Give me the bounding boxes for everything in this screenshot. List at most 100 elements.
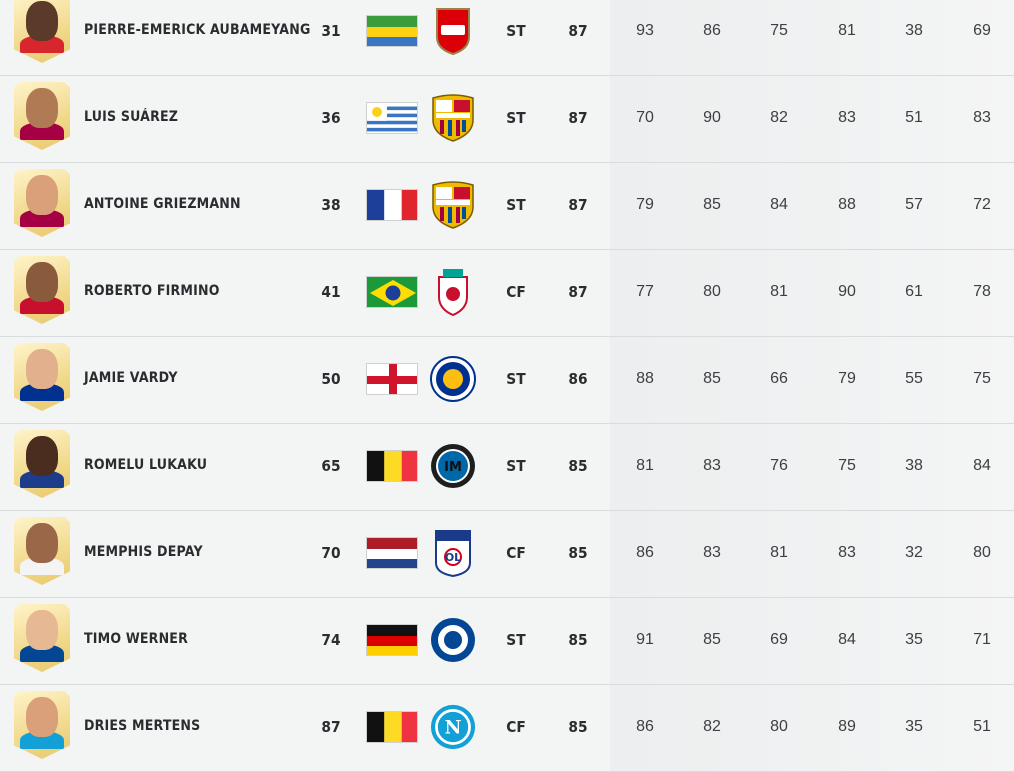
player-stat: 83: [703, 544, 721, 561]
player-position: ST: [506, 631, 526, 649]
player-card-image: [14, 604, 70, 672]
player-stat: 75: [838, 457, 856, 474]
player-stat: 57: [905, 196, 923, 213]
player-stat: 79: [838, 370, 856, 387]
player-stat: 91: [636, 631, 654, 648]
player-stat: 83: [838, 544, 856, 561]
player-stat: 81: [838, 22, 856, 39]
nation-flag-icon: [366, 15, 418, 47]
player-name[interactable]: MEMPHIS DEPAY: [84, 544, 203, 560]
player-stat: 38: [905, 457, 923, 474]
player-card-image: [14, 0, 70, 63]
player-position: ST: [506, 22, 526, 40]
player-stat: 88: [636, 370, 654, 387]
player-card-image: [14, 169, 70, 237]
player-stat: 88: [838, 196, 856, 213]
player-stat: 69: [973, 22, 991, 39]
player-row[interactable]: ROMELU LUKAKU 65 IM ST 85 81 83 76 75 38 84: [0, 423, 1014, 511]
player-position: ST: [506, 196, 526, 214]
player-row[interactable]: JAMIE VARDY 50 ST 86 88 85 66 79 55 75: [0, 336, 1014, 424]
player-stat: 82: [703, 718, 721, 735]
player-rank: 50: [321, 370, 341, 388]
player-card-image: [14, 256, 70, 324]
player-row[interactable]: PIERRE-EMERICK AUBAMEYANG 31 ST 87 93 86 75 81 3…: [0, 0, 1014, 76]
club-badge-icon: [430, 617, 476, 663]
player-stat: 80: [973, 544, 991, 561]
player-name[interactable]: PIERRE-EMERICK AUBAMEYANG: [84, 22, 311, 38]
player-stat: 83: [703, 457, 721, 474]
player-stat: 80: [770, 718, 788, 735]
player-name[interactable]: ANTOINE GRIEZMANN: [84, 196, 241, 212]
player-position: ST: [506, 109, 526, 127]
club-badge-icon: [430, 356, 476, 402]
player-stat: 85: [703, 631, 721, 648]
player-stat: 83: [838, 109, 856, 126]
player-card-image: [14, 691, 70, 759]
player-stat: 82: [770, 109, 788, 126]
svg-text:OL: OL: [445, 551, 461, 564]
player-rank: 38: [321, 196, 341, 214]
player-name[interactable]: ROBERTO FIRMINO: [84, 283, 220, 299]
stats-column-background: [610, 0, 1014, 772]
nation-flag-icon: [366, 276, 418, 308]
player-rank: 31: [321, 22, 341, 40]
player-stat: 71: [973, 631, 991, 648]
player-stat: 83: [973, 109, 991, 126]
player-stat: 93: [636, 22, 654, 39]
player-row[interactable]: MEMPHIS DEPAY 70 OL CF 85 86 83 81 83 32 80: [0, 510, 1014, 598]
player-stat: 51: [905, 109, 923, 126]
svg-text:IM: IM: [444, 460, 462, 475]
player-name[interactable]: TIMO WERNER: [84, 631, 188, 647]
player-row[interactable]: ANTOINE GRIEZMANN 38 ST 87 79 85 84 88 57 72: [0, 162, 1014, 250]
player-rank: 74: [321, 631, 341, 649]
player-name[interactable]: DRIES MERTENS: [84, 718, 201, 734]
player-row[interactable]: LUIS SUÁREZ 36 ST 87 70 90 82 83 51 83: [0, 75, 1014, 163]
player-card-image: [14, 82, 70, 150]
player-row[interactable]: DRIES MERTENS 87 N CF 85 86 82 80 89 35 51: [0, 684, 1014, 772]
player-stat: 77: [636, 283, 654, 300]
player-card-image: [14, 430, 70, 498]
player-stat: 84: [838, 631, 856, 648]
club-badge-icon: [430, 181, 476, 229]
player-name[interactable]: JAMIE VARDY: [84, 370, 178, 386]
player-stat: 80: [703, 283, 721, 300]
player-stat: 70: [636, 109, 654, 126]
player-stat: 86: [636, 718, 654, 735]
player-stat: 55: [905, 370, 923, 387]
player-stat: 81: [770, 283, 788, 300]
player-stat: 75: [770, 22, 788, 39]
player-stat: 81: [770, 544, 788, 561]
player-stat: 89: [838, 718, 856, 735]
svg-text:N: N: [445, 717, 462, 738]
player-card-image: [14, 517, 70, 585]
nation-flag-icon: [366, 537, 418, 569]
player-overall: 87: [568, 109, 588, 127]
player-stat: 35: [905, 718, 923, 735]
player-stat: 85: [703, 196, 721, 213]
player-position: CF: [506, 718, 526, 736]
player-rank: 36: [321, 109, 341, 127]
player-stat: 86: [636, 544, 654, 561]
player-stat: 76: [770, 457, 788, 474]
player-position: ST: [506, 457, 526, 475]
nation-flag-icon: [366, 189, 418, 221]
player-stat: 90: [703, 109, 721, 126]
player-row[interactable]: TIMO WERNER 74 ST 85 91 85 69 84 35 71: [0, 597, 1014, 685]
nation-flag-icon: [366, 624, 418, 656]
player-name[interactable]: LUIS SUÁREZ: [84, 109, 179, 125]
player-position: CF: [506, 283, 526, 301]
player-overall: 86: [568, 370, 588, 388]
club-badge-icon: [430, 8, 476, 55]
player-position: ST: [506, 370, 526, 388]
nation-flag-icon: [366, 363, 418, 395]
player-stat: 69: [770, 631, 788, 648]
player-overall: 85: [568, 631, 588, 649]
player-stat: 78: [973, 283, 991, 300]
player-stat: 84: [973, 457, 991, 474]
player-name[interactable]: ROMELU LUKAKU: [84, 457, 208, 473]
player-stat: 85: [703, 370, 721, 387]
nation-flag-icon: [366, 102, 418, 134]
player-rank: 87: [321, 718, 341, 736]
player-rank: 65: [321, 457, 341, 475]
player-row[interactable]: ROBERTO FIRMINO 41 CF 87 77 80 81 90 61 78: [0, 249, 1014, 337]
